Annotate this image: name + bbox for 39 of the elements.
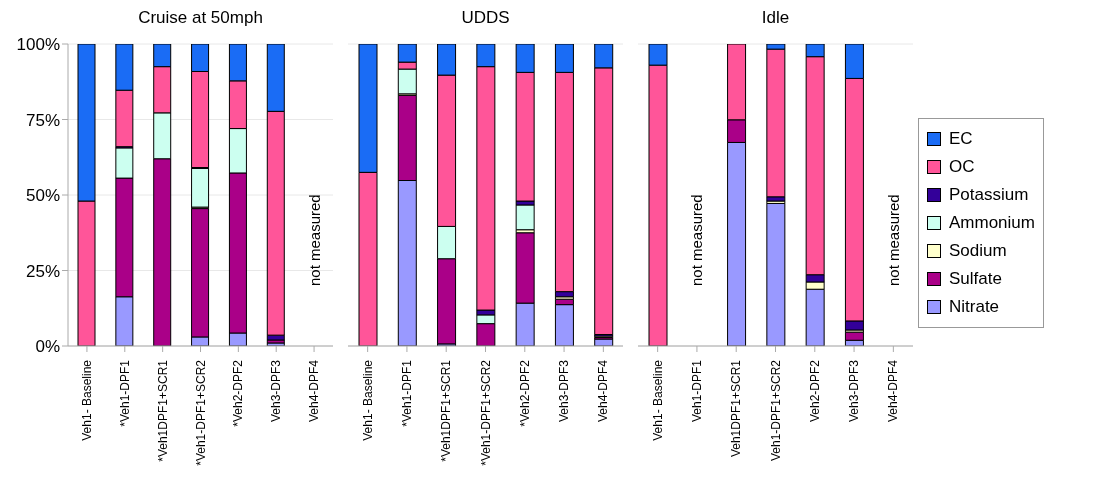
y-tick-label: 0% <box>35 337 60 357</box>
x-tick-label: Veh4-DPF4 <box>307 359 322 423</box>
x-tick-label: Veh4-DPF4 <box>596 359 611 423</box>
x-tick-label: *Veh2-DPF2 <box>231 359 246 427</box>
x-tick-label: Veh3-DPF3 <box>847 359 862 423</box>
x-tick-label: Veh3-DPF3 <box>269 359 284 423</box>
annotation: not measured <box>884 194 902 286</box>
x-tick-label: *Veh1-DPF1 <box>399 359 414 427</box>
legend-label: EC <box>949 129 973 149</box>
legend-label: Ammonium <box>949 213 1035 233</box>
x-tick-label: Veh1- Baseline <box>79 359 94 441</box>
y-tick-label: 100% <box>16 35 60 55</box>
legend-label: Nitrate <box>949 297 1000 317</box>
x-tick-label: *Veh1-DPF1+SCR2 <box>478 359 493 466</box>
legend-label: OC <box>949 157 975 177</box>
x-tick-label: Veh1-DPF1+SCR2 <box>768 359 783 462</box>
x-tick-label: Veh1- Baseline <box>650 359 665 441</box>
x-tick-label: Veh1DPF1+SCR1 <box>729 359 744 458</box>
legend-label: Sodium <box>949 241 1007 261</box>
x-tick-label: *Veh1-DPF1+SCR2 <box>193 359 208 466</box>
legend-label: Potassium <box>949 185 1029 205</box>
x-tick-label: Veh4-DPF4 <box>886 359 901 423</box>
annotation: not measured <box>305 194 323 286</box>
annotation: not measured <box>688 194 706 286</box>
legend-label: Sulfate <box>949 269 1002 289</box>
chart-title: Idle <box>760 8 791 28</box>
chart-title: UDDS <box>460 8 511 28</box>
y-tick-label: 75% <box>25 110 60 130</box>
x-tick-label: Veh1-DPF1 <box>689 359 704 423</box>
y-tick-label: 25% <box>25 261 60 281</box>
x-tick-label: *Veh2-DPF2 <box>517 359 532 427</box>
y-tick-label: 50% <box>25 186 60 206</box>
x-tick-label: Veh1- Baseline <box>360 359 375 441</box>
x-tick-label: *Veh1-DPF1 <box>117 359 132 427</box>
chart-title: Cruise at 50mph <box>137 8 264 28</box>
x-tick-label: *Veh1DPF1+SCR1 <box>439 359 454 462</box>
x-tick-label: *Veh1DPF1+SCR1 <box>155 359 170 462</box>
x-tick-label: Veh2-DPF2 <box>807 359 822 423</box>
x-tick-label: Veh3-DPF3 <box>557 359 572 423</box>
